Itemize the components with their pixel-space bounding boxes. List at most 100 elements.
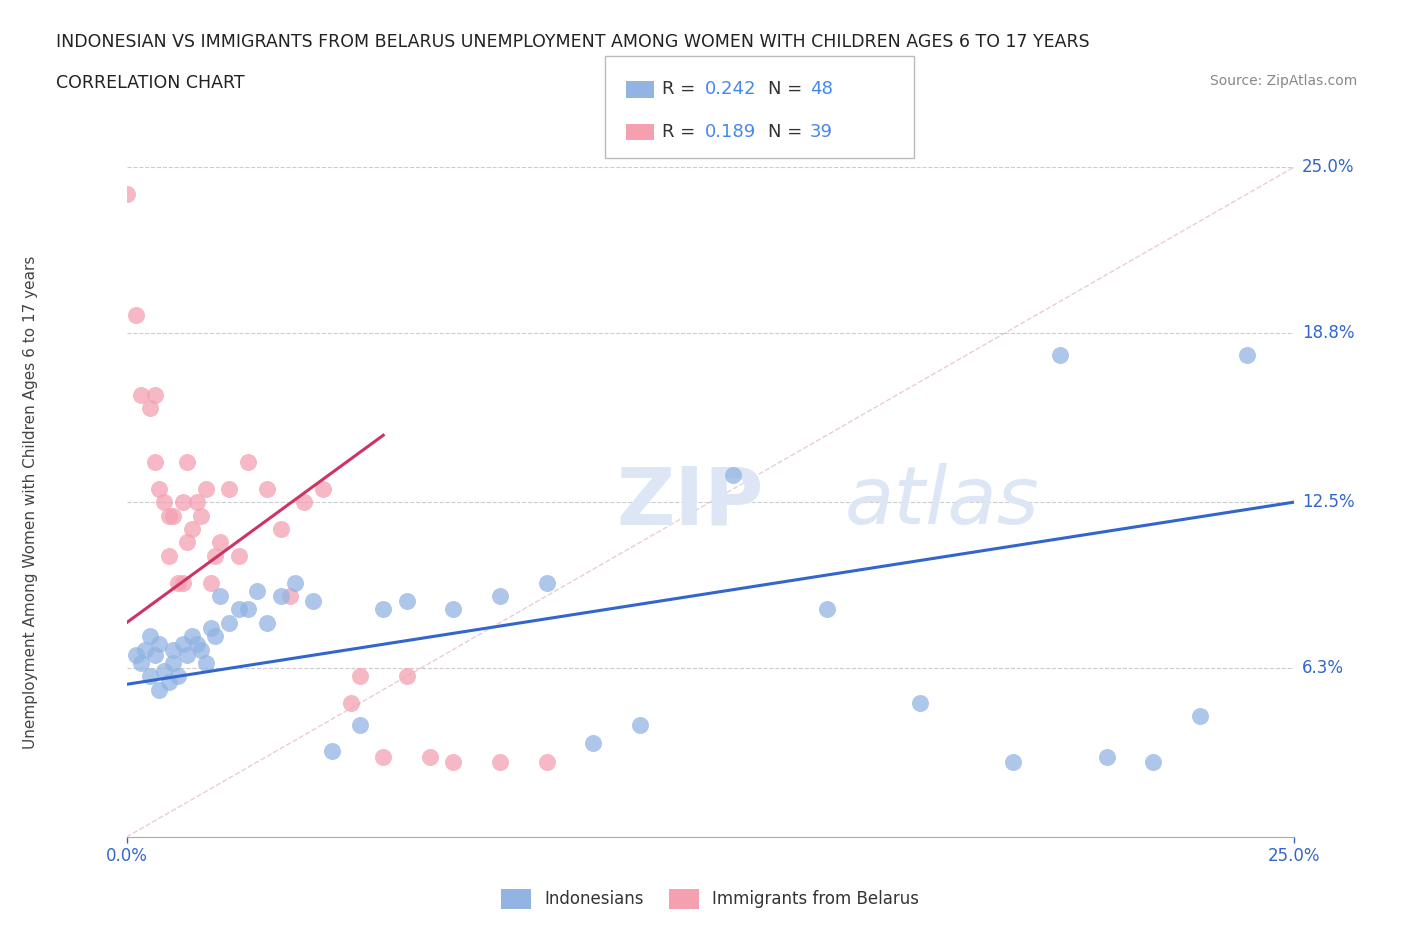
Point	[228, 549, 250, 564]
Point	[349, 717, 371, 732]
Point	[172, 495, 194, 510]
Point	[157, 508, 180, 523]
Point	[153, 663, 176, 678]
Point	[284, 575, 307, 590]
Text: 0.242: 0.242	[704, 80, 756, 99]
Point	[176, 535, 198, 550]
Text: 48: 48	[810, 80, 832, 99]
Text: 18.8%: 18.8%	[1302, 325, 1354, 342]
Text: 6.3%: 6.3%	[1302, 659, 1344, 677]
Text: Unemployment Among Women with Children Ages 6 to 17 years: Unemployment Among Women with Children A…	[24, 256, 38, 749]
Point	[143, 647, 166, 662]
Point	[441, 602, 464, 617]
Point	[236, 455, 259, 470]
Point	[115, 187, 138, 202]
Point	[180, 522, 202, 537]
Point	[489, 589, 512, 604]
Point	[628, 717, 651, 732]
Point	[194, 482, 217, 497]
Point	[441, 754, 464, 769]
Text: CORRELATION CHART: CORRELATION CHART	[56, 74, 245, 92]
Point	[204, 549, 226, 564]
Point	[582, 736, 605, 751]
Text: 39: 39	[810, 123, 832, 141]
Point	[162, 656, 184, 671]
Point	[200, 575, 222, 590]
Point	[190, 508, 212, 523]
Point	[1189, 709, 1212, 724]
Point	[186, 495, 208, 510]
Point	[208, 535, 231, 550]
Point	[204, 629, 226, 644]
Text: R =: R =	[662, 123, 702, 141]
Point	[395, 669, 418, 684]
Point	[536, 754, 558, 769]
Point	[419, 750, 441, 764]
Text: Source: ZipAtlas.com: Source: ZipAtlas.com	[1209, 74, 1357, 88]
Point	[162, 508, 184, 523]
Point	[236, 602, 259, 617]
Point	[256, 482, 278, 497]
Point	[139, 669, 162, 684]
Point	[908, 696, 931, 711]
Text: 0.189: 0.189	[704, 123, 755, 141]
Point	[489, 754, 512, 769]
Point	[129, 656, 152, 671]
Point	[1236, 348, 1258, 363]
Point	[815, 602, 838, 617]
Text: N =: N =	[768, 80, 807, 99]
Point	[157, 549, 180, 564]
Text: INDONESIAN VS IMMIGRANTS FROM BELARUS UNEMPLOYMENT AMONG WOMEN WITH CHILDREN AGE: INDONESIAN VS IMMIGRANTS FROM BELARUS UN…	[56, 33, 1090, 50]
Point	[278, 589, 301, 604]
Point	[292, 495, 315, 510]
Text: 12.5%: 12.5%	[1302, 493, 1354, 512]
Point	[1002, 754, 1025, 769]
Text: 25.0%: 25.0%	[1302, 158, 1354, 177]
Point	[129, 388, 152, 403]
Text: N =: N =	[768, 123, 807, 141]
Point	[157, 674, 180, 689]
Point	[143, 455, 166, 470]
Point	[208, 589, 231, 604]
Point	[148, 637, 170, 652]
Point	[148, 683, 170, 698]
Point	[153, 495, 176, 510]
Point	[194, 656, 217, 671]
Point	[139, 401, 162, 416]
Point	[246, 583, 269, 598]
Text: atlas: atlas	[844, 463, 1039, 541]
Point	[256, 616, 278, 631]
Point	[339, 696, 361, 711]
Point	[536, 575, 558, 590]
Point	[270, 589, 292, 604]
Point	[723, 468, 745, 483]
Point	[373, 602, 395, 617]
Point	[180, 629, 202, 644]
Point	[1095, 750, 1118, 764]
Point	[302, 594, 325, 609]
Point	[1049, 348, 1071, 363]
Text: R =: R =	[662, 80, 702, 99]
Point	[176, 647, 198, 662]
Point	[200, 620, 222, 635]
Point	[311, 482, 333, 497]
Point	[190, 642, 212, 657]
Point	[218, 616, 240, 631]
Point	[162, 642, 184, 657]
Point	[172, 637, 194, 652]
Point	[167, 575, 190, 590]
Point	[139, 629, 162, 644]
Point	[167, 669, 190, 684]
Point	[270, 522, 292, 537]
Point	[186, 637, 208, 652]
Text: ZIP: ZIP	[617, 463, 763, 541]
Point	[218, 482, 240, 497]
Point	[373, 750, 395, 764]
Point	[176, 455, 198, 470]
Point	[125, 307, 148, 322]
Legend: Indonesians, Immigrants from Belarus: Indonesians, Immigrants from Belarus	[495, 882, 925, 916]
Point	[395, 594, 418, 609]
Point	[143, 388, 166, 403]
Point	[125, 647, 148, 662]
Point	[1142, 754, 1164, 769]
